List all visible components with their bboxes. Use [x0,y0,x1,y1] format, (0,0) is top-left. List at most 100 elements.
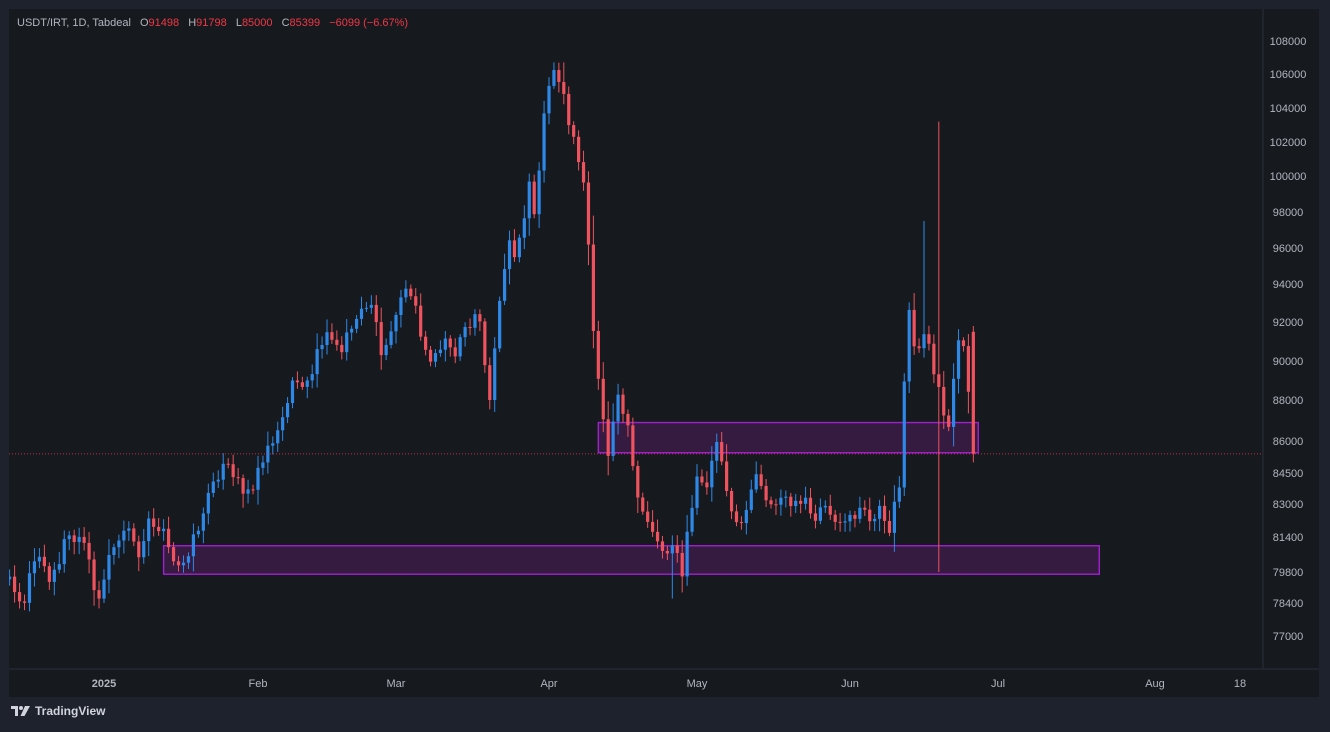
candle-body [483,321,487,366]
candle [176,555,181,572]
candle [236,468,240,485]
candle-body [379,322,383,356]
legend-close-value: 85399 [289,17,321,29]
candle [636,460,640,514]
candle [162,519,166,541]
candle [685,515,689,586]
candle [725,444,729,497]
candle [369,295,373,314]
candle [581,150,586,191]
candle-body [646,511,650,522]
candle [62,530,66,573]
candlestick-chart[interactable]: 85399 108000 106000 104000 102000 100000 9800… [9,9,1319,697]
candle [453,338,457,364]
candle-body [848,514,852,522]
candle [596,320,600,390]
candle-body [754,474,758,490]
candle [848,510,852,532]
candle-body [813,513,818,521]
candle-body [927,334,931,344]
candle-body [601,378,605,420]
candle-body [729,490,734,512]
candle-body [315,349,319,375]
support-resistance-zone [162,545,1100,575]
candle-body [803,497,808,504]
candle [586,171,591,266]
candle [231,454,235,486]
candle [186,552,191,569]
candle [67,530,71,551]
candle-body [651,521,655,532]
candle [572,121,576,145]
candle [22,594,27,611]
candle-body [591,244,595,331]
candle-body [759,474,763,486]
candle-body [359,308,364,319]
candle [468,318,472,336]
candle-body [966,346,970,392]
time-tick-label: Mar [387,678,406,690]
candle-body [660,541,665,551]
candle-body [680,552,684,577]
candle-body [794,500,798,507]
candle-body [818,507,822,521]
candle [907,302,911,394]
candle-body [670,545,674,554]
candle [394,311,398,344]
candle-body [285,403,290,418]
candle [166,516,171,554]
candle-body [828,505,832,515]
candle-body [176,561,181,566]
candle [438,340,443,357]
candle [261,455,265,476]
candle [853,510,857,528]
candle [917,338,921,353]
candle [266,431,270,474]
candle-body [527,181,531,219]
candle-body [374,304,378,323]
candle-body [166,528,171,548]
price-tick-label: 106000 [1270,69,1307,81]
footer-branding[interactable]: TradingView [11,704,105,718]
price-tick-label: 102000 [1270,137,1307,149]
candle [127,521,131,541]
candle [256,455,260,505]
candle-body [581,162,586,183]
candle [389,321,393,349]
candle-body [808,497,813,514]
candle [897,476,901,508]
candle [42,544,46,573]
price-tick-label: 86000 [1273,436,1304,448]
candle [759,464,763,490]
candle-body [522,218,526,238]
candle [473,309,477,336]
candle [419,293,423,341]
candle [922,221,926,358]
candle [823,500,827,513]
legend-open-value: 91498 [148,17,180,29]
candle [690,494,694,537]
price-tick-label: 104000 [1270,103,1307,115]
candle [498,296,502,353]
candle-body [942,386,946,416]
candle-body [62,539,66,565]
candle [281,406,285,441]
candle [794,493,798,513]
candle-body [473,314,477,328]
price-axis-panel [1263,9,1319,697]
candle [82,527,86,551]
chart-frame[interactable]: 85399 108000 106000 104000 102000 100000 9800… [9,9,1319,697]
candle [552,62,556,89]
candle-body [468,327,472,329]
candle-body [330,332,334,340]
candle-body [394,315,398,332]
candle-body [171,547,176,562]
candle-body [82,536,86,543]
candle-body [887,520,892,533]
candle [315,333,319,388]
candle [611,403,615,462]
candle [216,470,220,488]
candle-body [384,344,388,356]
candle-body [132,528,136,542]
candle-body [92,559,96,591]
